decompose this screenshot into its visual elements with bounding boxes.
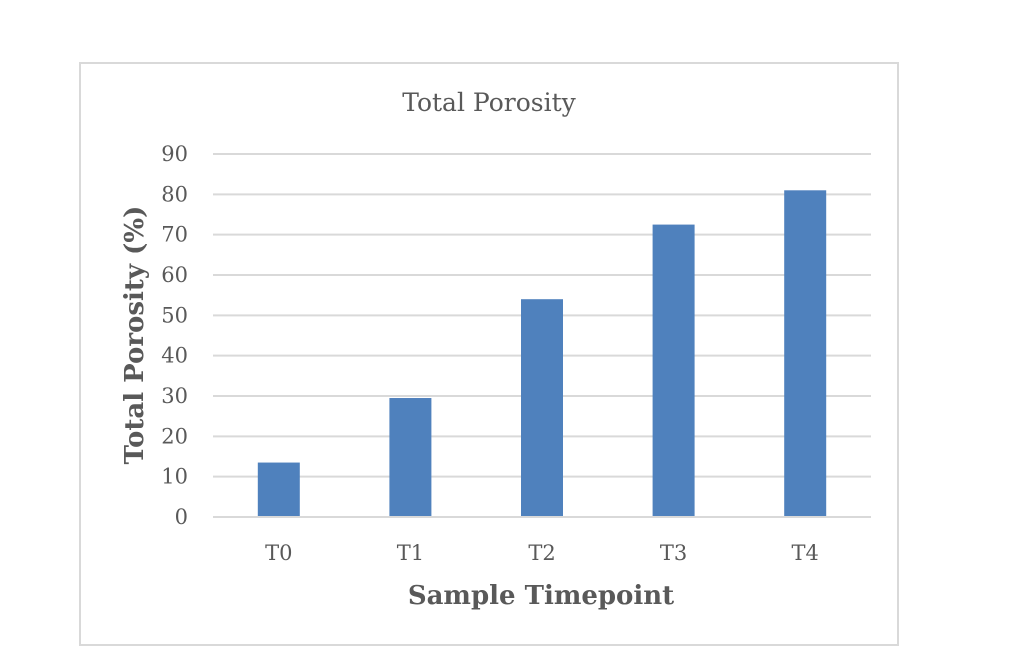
bar-T3 (652, 224, 695, 518)
x-axis-label: Sample Timepoint (408, 581, 674, 611)
y-tick-label: 10 (161, 465, 188, 489)
bar-T0 (257, 462, 300, 517)
x-tick-label: T0 (265, 541, 292, 565)
y-tick-label: 50 (161, 303, 188, 327)
y-tick-label: 20 (161, 424, 188, 448)
y-tick-label: 60 (161, 263, 188, 287)
y-tick-label: 30 (161, 384, 188, 408)
bar-T1 (389, 398, 432, 517)
figure-caption-fragment (55, 651, 815, 665)
chart-frame (79, 62, 899, 646)
x-axis-ticks: T0 T1 T2 T3 T4 (265, 541, 819, 565)
bar-T2 (521, 299, 563, 517)
x-tick-label: T2 (528, 541, 555, 565)
y-tick-label: 40 (161, 344, 188, 368)
y-axis-ticks: 0 10 20 30 40 50 60 70 80 90 (161, 142, 188, 529)
y-tick-label: 80 (161, 182, 188, 206)
x-tick-label: T1 (397, 541, 424, 565)
x-tick-label: T4 (792, 541, 819, 565)
gridlines (213, 153, 871, 478)
y-tick-label: 70 (161, 223, 188, 247)
y-tick-label: 0 (175, 505, 188, 529)
y-axis-label: Total Porosity (%) (120, 206, 150, 465)
bars (257, 190, 827, 518)
x-tick-label: T3 (660, 541, 687, 565)
chart-title: Total Porosity (402, 88, 576, 117)
bar-T4 (784, 190, 827, 518)
y-tick-label: 90 (161, 142, 188, 166)
